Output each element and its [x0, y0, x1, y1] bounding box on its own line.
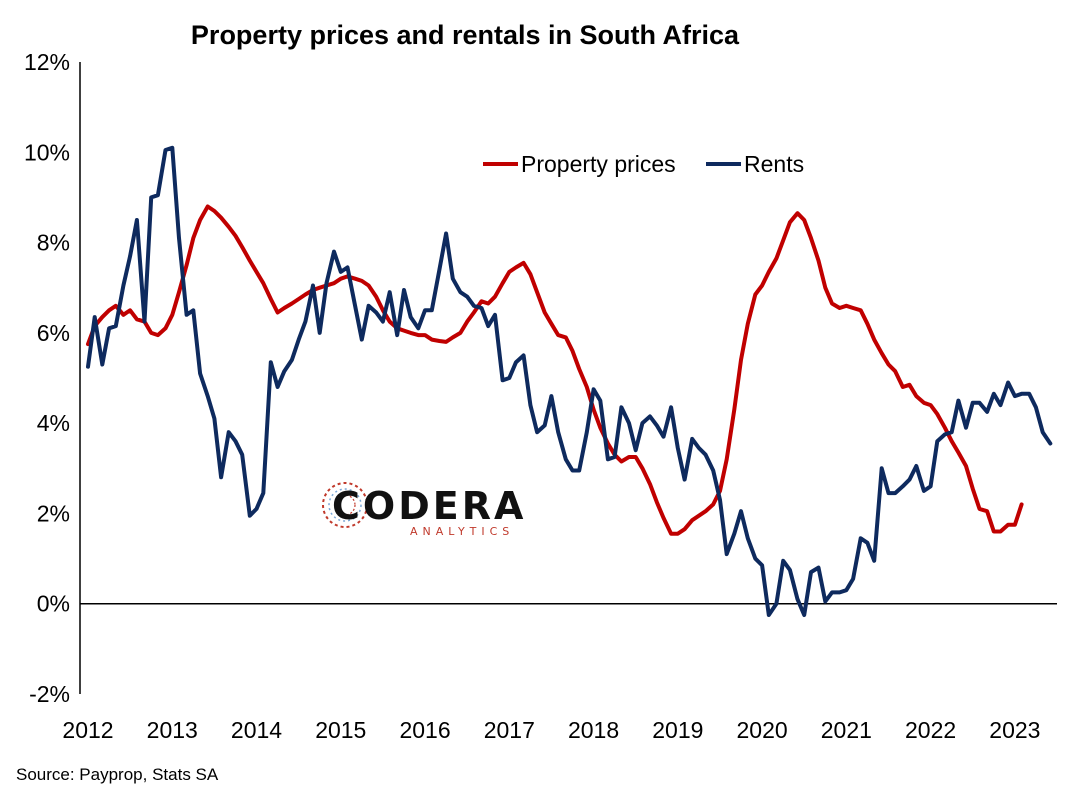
y-tick-label: 6% — [37, 320, 70, 346]
x-axis-ticks: 2012 2013 2014 2015 2016 2017 2018 2019 2020 2021… — [62, 717, 1040, 743]
logo-tagline: ANALYTICS — [410, 525, 514, 538]
logo-name: CODERA — [332, 484, 526, 528]
legend-label-rents: Rents — [744, 151, 804, 177]
x-tick-label: 2012 — [62, 717, 113, 743]
source-note: Source: Payprop, Stats SA — [16, 765, 219, 784]
x-tick-label: 2013 — [147, 717, 198, 743]
x-tick-label: 2023 — [989, 717, 1040, 743]
y-tick-label: 2% — [37, 500, 70, 526]
x-tick-label: 2017 — [484, 717, 535, 743]
y-tick-label: -2% — [29, 681, 70, 707]
x-tick-label: 2014 — [231, 717, 282, 743]
x-tick-label: 2021 — [821, 717, 872, 743]
series-lines — [86, 145, 1053, 617]
legend-label-property-prices: Property prices — [521, 151, 676, 177]
x-tick-label: 2020 — [737, 717, 788, 743]
y-tick-label: 0% — [37, 591, 70, 617]
series-line-rents — [86, 145, 1053, 617]
x-tick-label: 2018 — [568, 717, 619, 743]
x-tick-label: 2022 — [905, 717, 956, 743]
x-tick-label: 2019 — [652, 717, 703, 743]
y-tick-label: 12% — [24, 49, 70, 75]
x-tick-label: 2016 — [399, 717, 450, 743]
series-line-property-prices — [86, 204, 1024, 536]
y-tick-label: 8% — [37, 230, 70, 256]
y-tick-label: 10% — [24, 139, 70, 165]
y-tick-label: 4% — [37, 410, 70, 436]
y-axis-ticks: -2% 0% 2% 4% 6% 8% 10% 12% — [24, 49, 70, 707]
legend: Property prices Rents — [483, 151, 804, 177]
logo-mark-icon — [322, 482, 368, 528]
codera-logo: CODERA ANALYTICS — [322, 482, 526, 538]
x-tick-label: 2015 — [315, 717, 366, 743]
chart-title: Property prices and rentals in South Afr… — [191, 20, 740, 50]
